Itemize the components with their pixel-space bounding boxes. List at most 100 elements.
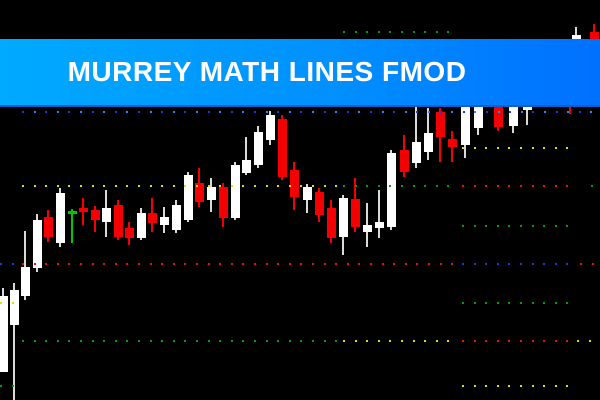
murrey-line-dot: [355, 185, 357, 187]
murrey-line-dot: [389, 340, 391, 342]
candle-wick: [526, 103, 528, 125]
murrey-line-dot: [497, 225, 499, 227]
murrey-line-dot: [184, 111, 186, 113]
murrey-line-dot: [485, 302, 487, 304]
murrey-line-dot: [532, 185, 534, 187]
murrey-line-dot: [508, 385, 510, 387]
murrey-line-dot: [92, 340, 94, 342]
murrey-line-dot: [34, 185, 36, 187]
murrey-line-dot: [447, 340, 449, 342]
murrey-line-dot: [12, 263, 14, 265]
murrey-line-dot: [300, 340, 302, 342]
murrey-line-dot: [520, 147, 522, 149]
murrey-line-dot: [277, 111, 279, 113]
candle: [327, 208, 336, 238]
candle: [436, 112, 445, 137]
murrey-line-dot: [366, 185, 368, 187]
murrey-line-dot: [436, 31, 438, 33]
candle: [509, 103, 518, 126]
murrey-line-dot: [592, 263, 594, 265]
murrey-line-dot: [462, 185, 464, 187]
murrey-line-dot: [277, 185, 279, 187]
murrey-line-dot: [254, 185, 256, 187]
murrey-line-dot: [312, 263, 314, 265]
murrey-line-dot: [173, 111, 175, 113]
murrey-line-dot: [103, 185, 105, 187]
murrey-line-dot: [589, 340, 591, 342]
murrey-line-dot: [266, 340, 268, 342]
murrey-line-dot: [335, 111, 337, 113]
murrey-line-dot: [436, 185, 438, 187]
murrey-line-dot: [161, 111, 163, 113]
candle-wick: [71, 209, 73, 243]
murrey-line-dot: [358, 263, 360, 265]
murrey-line-dot: [543, 147, 545, 149]
murrey-line-dot: [150, 340, 152, 342]
candle-wick: [13, 283, 15, 400]
murrey-line-dot: [196, 185, 198, 187]
murrey-line-dot: [266, 185, 268, 187]
murrey-line-dot: [12, 302, 14, 304]
murrey-line-dot: [520, 263, 522, 265]
murrey-line-dot: [324, 185, 326, 187]
murrey-line-dot: [401, 340, 403, 342]
murrey-line-dot: [343, 340, 345, 342]
candle: [33, 220, 42, 268]
murrey-line-dot: [150, 185, 152, 187]
murrey-line-dot: [566, 340, 568, 342]
murrey-line-dot: [80, 111, 82, 113]
murrey-line-dot: [424, 340, 426, 342]
murrey-line-dot: [393, 111, 395, 113]
murrey-line-dot: [312, 111, 314, 113]
candle: [184, 175, 193, 220]
murrey-line-dot: [184, 263, 186, 265]
candle: [278, 119, 287, 177]
murrey-line-dot: [161, 185, 163, 187]
murrey-line-dot: [474, 225, 476, 227]
murrey-line-dot: [401, 185, 403, 187]
murrey-line-dot: [497, 340, 499, 342]
murrey-line-dot: [289, 340, 291, 342]
murrey-line-dot: [173, 185, 175, 187]
murrey-line-dot: [126, 111, 128, 113]
murrey-line-dot: [126, 185, 128, 187]
murrey-line-dot: [22, 185, 24, 187]
murrey-line-dot: [474, 111, 476, 113]
candle: [254, 132, 263, 165]
murrey-line-dot: [335, 185, 337, 187]
murrey-line-dot: [532, 385, 534, 387]
candle: [351, 199, 360, 227]
murrey-line-dot: [231, 340, 233, 342]
murrey-line-dot: [544, 111, 546, 113]
murrey-line-dot: [485, 340, 487, 342]
murrey-line-dot: [508, 263, 510, 265]
candle: [461, 103, 470, 145]
murrey-line-dot: [254, 111, 256, 113]
murrey-line-dot: [138, 340, 140, 342]
murrey-line-dot: [566, 225, 568, 227]
candle: [387, 153, 396, 227]
murrey-line-dot: [532, 302, 534, 304]
murrey-line-dot: [451, 263, 453, 265]
candle: [79, 208, 88, 212]
candle-wick: [415, 105, 417, 168]
murrey-line-dot: [184, 340, 186, 342]
murrey-line-dot: [219, 185, 221, 187]
murrey-line-dot: [416, 263, 418, 265]
murrey-line-dot: [447, 185, 449, 187]
murrey-line-dot: [22, 111, 24, 113]
murrey-line-dot: [0, 385, 2, 387]
murrey-line-dot: [184, 185, 186, 187]
murrey-line-dot: [45, 185, 47, 187]
murrey-line-dot: [34, 111, 36, 113]
candle: [424, 133, 433, 152]
murrey-line-dot: [555, 225, 557, 227]
murrey-line-dot: [57, 111, 59, 113]
murrey-line-dot: [566, 302, 568, 304]
murrey-line-dot: [382, 111, 384, 113]
murrey-line-dot: [440, 111, 442, 113]
candle: [231, 165, 240, 218]
candle: [68, 211, 77, 214]
murrey-line-dot: [115, 111, 117, 113]
candle: [572, 35, 581, 40]
